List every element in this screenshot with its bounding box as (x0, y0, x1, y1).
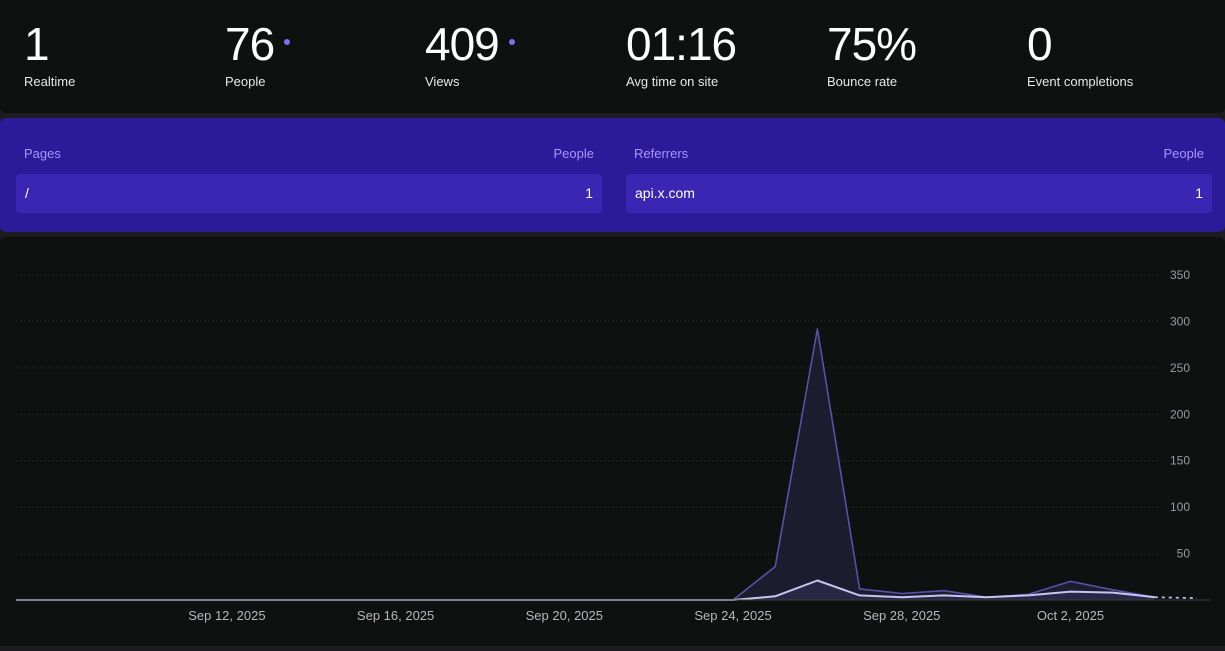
realtime-panel: Pages People / 1 Referrers People api.x.… (0, 118, 1225, 232)
x-tick-label: Sep 28, 2025 (863, 608, 940, 623)
series-dot-icon (508, 38, 515, 45)
referrer-domain: api.x.com (635, 185, 695, 201)
x-axis: Sep 12, 2025 Sep 16, 2025 Sep 20, 2025 Sep … (188, 608, 1104, 623)
stat-value: 0 (1027, 18, 1053, 70)
x-tick-label: Sep 20, 2025 (526, 608, 603, 623)
chart-series (16, 328, 1198, 601)
people-series-partial-segment (1154, 596, 1198, 599)
stat-people[interactable]: 76 People (225, 18, 291, 89)
page-row[interactable]: / 1 (16, 174, 602, 213)
stat-value: 76 (225, 18, 291, 70)
views-series-line (16, 328, 1155, 601)
referrers-metric-header: People (1163, 146, 1204, 161)
views-series-area (16, 328, 1155, 600)
x-tick-label: Oct 2, 2025 (1037, 608, 1104, 623)
y-tick-label: 350 (1170, 268, 1190, 282)
referrer-row[interactable]: api.x.com 1 (626, 174, 1212, 213)
stat-views[interactable]: 409 Views (425, 18, 515, 89)
stat-label: Bounce rate (827, 74, 898, 89)
stat-avg-time[interactable]: 01:16 Avg time on site (626, 18, 737, 89)
referrers-header: Referrers (634, 146, 689, 161)
y-tick-label: 300 (1170, 314, 1190, 328)
y-tick-label: 250 (1170, 361, 1190, 375)
series-dot-icon (284, 38, 291, 45)
page-count: 1 (585, 185, 593, 201)
stat-label: Event completions (1027, 74, 1134, 89)
stat-value: 409 (425, 18, 515, 70)
y-axis: 50 100 150 200 250 300 350 (1170, 268, 1190, 561)
stat-value: 01:16 (626, 18, 737, 70)
stat-label: People (225, 74, 266, 89)
x-tick-label: Sep 12, 2025 (188, 608, 265, 623)
stat-value: 75% (827, 18, 917, 70)
y-tick-label: 200 (1170, 407, 1190, 421)
stat-label: Avg time on site (626, 74, 719, 89)
stat-event-completions[interactable]: 0 Event completions (1027, 18, 1133, 89)
chart-panel: 50 100 150 200 250 300 350 Sep 12, 2025 Sep 16,… (0, 237, 1225, 646)
traffic-chart[interactable]: 50 100 150 200 250 300 350 Sep 12, 2025 Sep 16,… (0, 237, 1225, 646)
stat-realtime[interactable]: 1 Realtime (24, 18, 75, 89)
stat-label: Views (425, 74, 460, 89)
stats-bar: 1 Realtime 76 People 409 Views 01:16 Avg… (0, 0, 1225, 113)
stat-label: Realtime (24, 74, 76, 89)
pages-metric-header: People (553, 146, 594, 161)
x-tick-label: Sep 24, 2025 (694, 608, 771, 623)
referrer-count: 1 (1195, 185, 1203, 201)
page-path: / (25, 185, 29, 201)
y-tick-label: 100 (1170, 500, 1190, 514)
chart-grid (16, 274, 1160, 555)
people-series-area (16, 580, 1155, 600)
people-series-line (16, 579, 1155, 601)
y-tick-label: 50 (1177, 547, 1191, 561)
stat-value: 1 (24, 18, 50, 70)
stat-bounce-rate[interactable]: 75% Bounce rate (827, 18, 917, 89)
y-tick-label: 150 (1170, 454, 1190, 468)
pages-header: Pages (24, 146, 61, 161)
x-tick-label: Sep 16, 2025 (357, 608, 434, 623)
